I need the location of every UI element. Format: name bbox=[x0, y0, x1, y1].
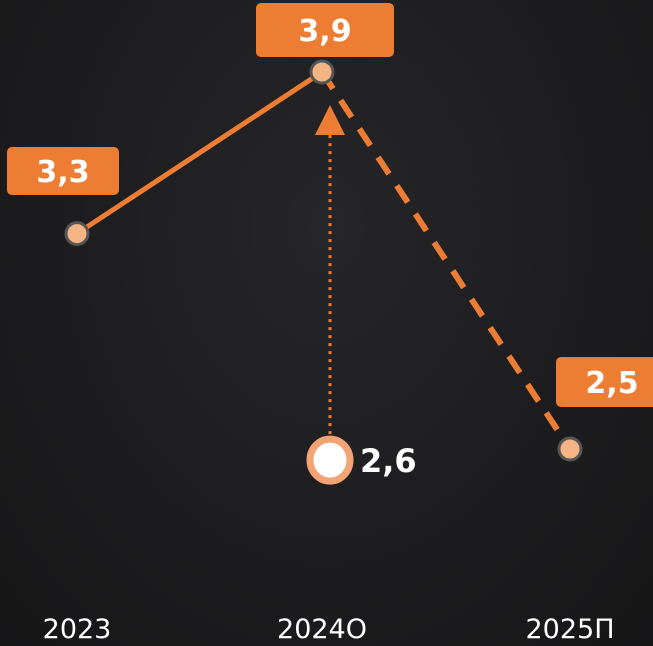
data-point-extra bbox=[306, 435, 354, 485]
x-tick-label: 2025П bbox=[525, 614, 614, 645]
x-tick-label: 2024О bbox=[277, 614, 367, 645]
data-label-badge-2023: 3,3 bbox=[7, 147, 119, 195]
data-label-background bbox=[256, 3, 394, 57]
data-label-text: 3,9 bbox=[298, 14, 351, 49]
data-label-badge-2025П: 2,5 bbox=[556, 357, 653, 407]
series-line-solid bbox=[74, 69, 325, 237]
data-point-2024О bbox=[309, 59, 335, 85]
data-label-extra: 2,6 bbox=[360, 442, 417, 480]
series-line-dashed bbox=[319, 70, 573, 451]
data-point-2023 bbox=[64, 221, 90, 247]
data-label-text: 2,5 bbox=[585, 366, 638, 401]
data-point-2025П bbox=[557, 436, 583, 462]
data-label-background bbox=[7, 147, 119, 195]
data-label-background bbox=[556, 357, 653, 407]
data-label-text: 3,3 bbox=[36, 155, 89, 190]
x-tick-label: 2023 bbox=[43, 614, 112, 645]
data-label-badge-2024О: 3,9 bbox=[256, 3, 394, 57]
